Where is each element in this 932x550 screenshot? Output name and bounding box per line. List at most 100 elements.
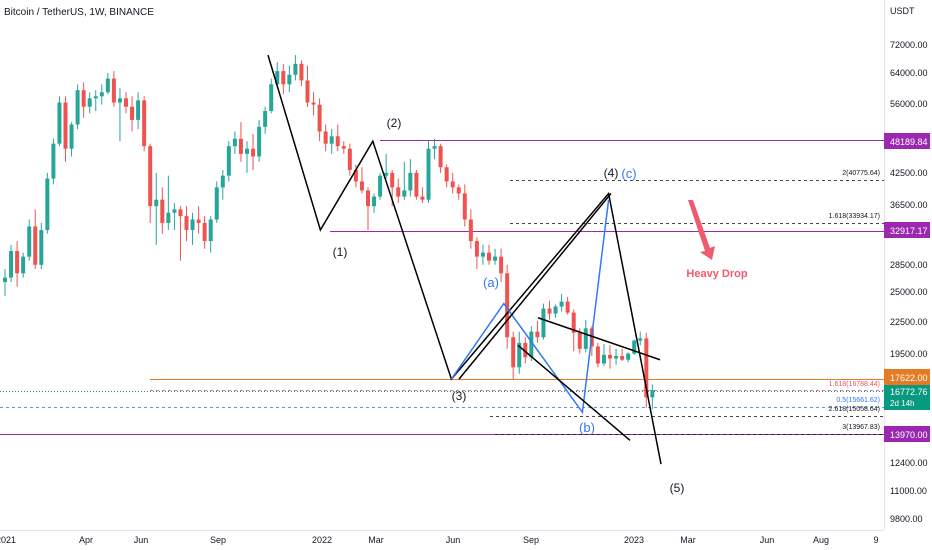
candle-body bbox=[480, 252, 485, 257]
candle-body bbox=[3, 277, 7, 283]
candle-body bbox=[178, 209, 183, 217]
candle-body bbox=[359, 181, 364, 191]
candle-body bbox=[21, 256, 26, 274]
wave-label-5: (5) bbox=[670, 481, 685, 495]
candle-body bbox=[311, 102, 316, 105]
candle-body bbox=[402, 190, 407, 197]
price-tick: 56000.00 bbox=[890, 99, 928, 109]
fib-label-1618-top: 1.618(33934.17) bbox=[829, 213, 880, 220]
candle-body bbox=[105, 78, 110, 93]
candle-body bbox=[238, 138, 243, 154]
candle-body bbox=[474, 241, 479, 257]
candle-body bbox=[136, 100, 141, 120]
candle-body bbox=[644, 338, 649, 398]
candle-body bbox=[335, 136, 340, 147]
price-tick-highlight: 32917.17 bbox=[890, 226, 928, 236]
candle-body bbox=[353, 170, 358, 182]
candle-body bbox=[535, 331, 540, 338]
price-tick: 64000.00 bbox=[890, 68, 928, 78]
price-tick: 11000.00 bbox=[890, 486, 927, 496]
candle-body bbox=[329, 136, 334, 144]
candle-body bbox=[299, 63, 304, 81]
time-tick: Jun bbox=[134, 535, 149, 545]
wave-label-b: (b) bbox=[579, 420, 595, 435]
candle-body bbox=[57, 102, 62, 144]
candle-body bbox=[450, 181, 455, 188]
last-price-label bbox=[884, 385, 930, 410]
price-tick-highlight: 48189.84 bbox=[890, 137, 928, 147]
time-tick: Sep bbox=[210, 535, 226, 545]
candle-body bbox=[69, 124, 74, 149]
price-axis[interactable]: 72000.00 64000.00 56000.00 48189.84 4250… bbox=[884, 40, 930, 524]
price-label-32917 bbox=[884, 222, 930, 238]
wave-label-a: (a) bbox=[483, 275, 499, 290]
candle-body bbox=[505, 273, 510, 338]
candle-body bbox=[63, 102, 68, 149]
candle-body bbox=[529, 331, 534, 358]
candle-body bbox=[166, 212, 171, 223]
candle-body bbox=[499, 256, 504, 274]
candle-body bbox=[257, 126, 262, 157]
candle-body bbox=[124, 98, 128, 107]
impulse-wave-path bbox=[267, 54, 662, 465]
candle-body bbox=[202, 222, 207, 242]
candle-body bbox=[251, 148, 256, 157]
candle-body bbox=[323, 131, 328, 144]
candle-body bbox=[111, 78, 116, 103]
candle-body bbox=[468, 219, 473, 242]
candle-body bbox=[366, 190, 370, 207]
projection-line bbox=[458, 193, 612, 380]
price-tick: 72000.00 bbox=[890, 40, 928, 50]
candle-body bbox=[220, 175, 225, 188]
candle-body bbox=[511, 337, 516, 368]
price-label-17622 bbox=[884, 369, 930, 385]
candle-body bbox=[420, 196, 425, 200]
candle-body bbox=[384, 172, 389, 176]
candle-body bbox=[39, 230, 44, 265]
fib-label-2618: 2.618(15058.64) bbox=[829, 406, 880, 413]
heavy-drop-label: Heavy Drop bbox=[686, 268, 747, 280]
candle-body bbox=[601, 354, 606, 364]
candle-body bbox=[245, 148, 249, 154]
candle-body bbox=[117, 98, 122, 103]
candle-body bbox=[9, 251, 14, 278]
candle-body bbox=[432, 146, 437, 149]
price-tick-highlight: 17622.00 bbox=[890, 373, 928, 383]
fib-label-2: 2(40775.64) bbox=[842, 170, 880, 177]
time-tick: Jun bbox=[760, 535, 775, 545]
candle-body bbox=[142, 100, 147, 147]
candle-body bbox=[626, 353, 631, 360]
currency-label: USDT bbox=[890, 6, 915, 16]
wave-lines bbox=[267, 54, 662, 465]
candle-body bbox=[559, 301, 564, 307]
candle-body bbox=[208, 219, 213, 242]
candle-body bbox=[130, 106, 135, 120]
candle-body bbox=[15, 251, 20, 274]
time-tick: Apr bbox=[79, 535, 93, 545]
time-tick: Aug bbox=[813, 535, 829, 545]
price-tick: 22500.00 bbox=[890, 317, 928, 327]
candle-body bbox=[214, 187, 219, 220]
candle-body bbox=[444, 167, 449, 182]
candle-body bbox=[390, 172, 395, 188]
candle-body bbox=[347, 148, 352, 171]
price-tick: 19500.00 bbox=[890, 349, 928, 359]
candle-body bbox=[75, 90, 80, 125]
price-tick-highlight: 13970.00 bbox=[890, 430, 928, 440]
candle-body bbox=[226, 146, 231, 176]
candle-body bbox=[426, 148, 431, 200]
candle-body bbox=[595, 346, 600, 364]
time-tick: Mar bbox=[680, 535, 696, 545]
price-label-13970 bbox=[884, 426, 930, 442]
candle-body bbox=[190, 219, 195, 231]
candle-body bbox=[281, 71, 286, 85]
candle-body bbox=[287, 74, 292, 85]
candle-body bbox=[51, 143, 56, 179]
time-axis[interactable]: 2021 Apr Jun Sep 2022 Mar Jun Sep 2023 M… bbox=[0, 535, 879, 545]
candle-body bbox=[275, 71, 280, 85]
candle-body bbox=[650, 390, 655, 398]
candle-body bbox=[196, 219, 201, 223]
candle-body bbox=[396, 187, 401, 197]
